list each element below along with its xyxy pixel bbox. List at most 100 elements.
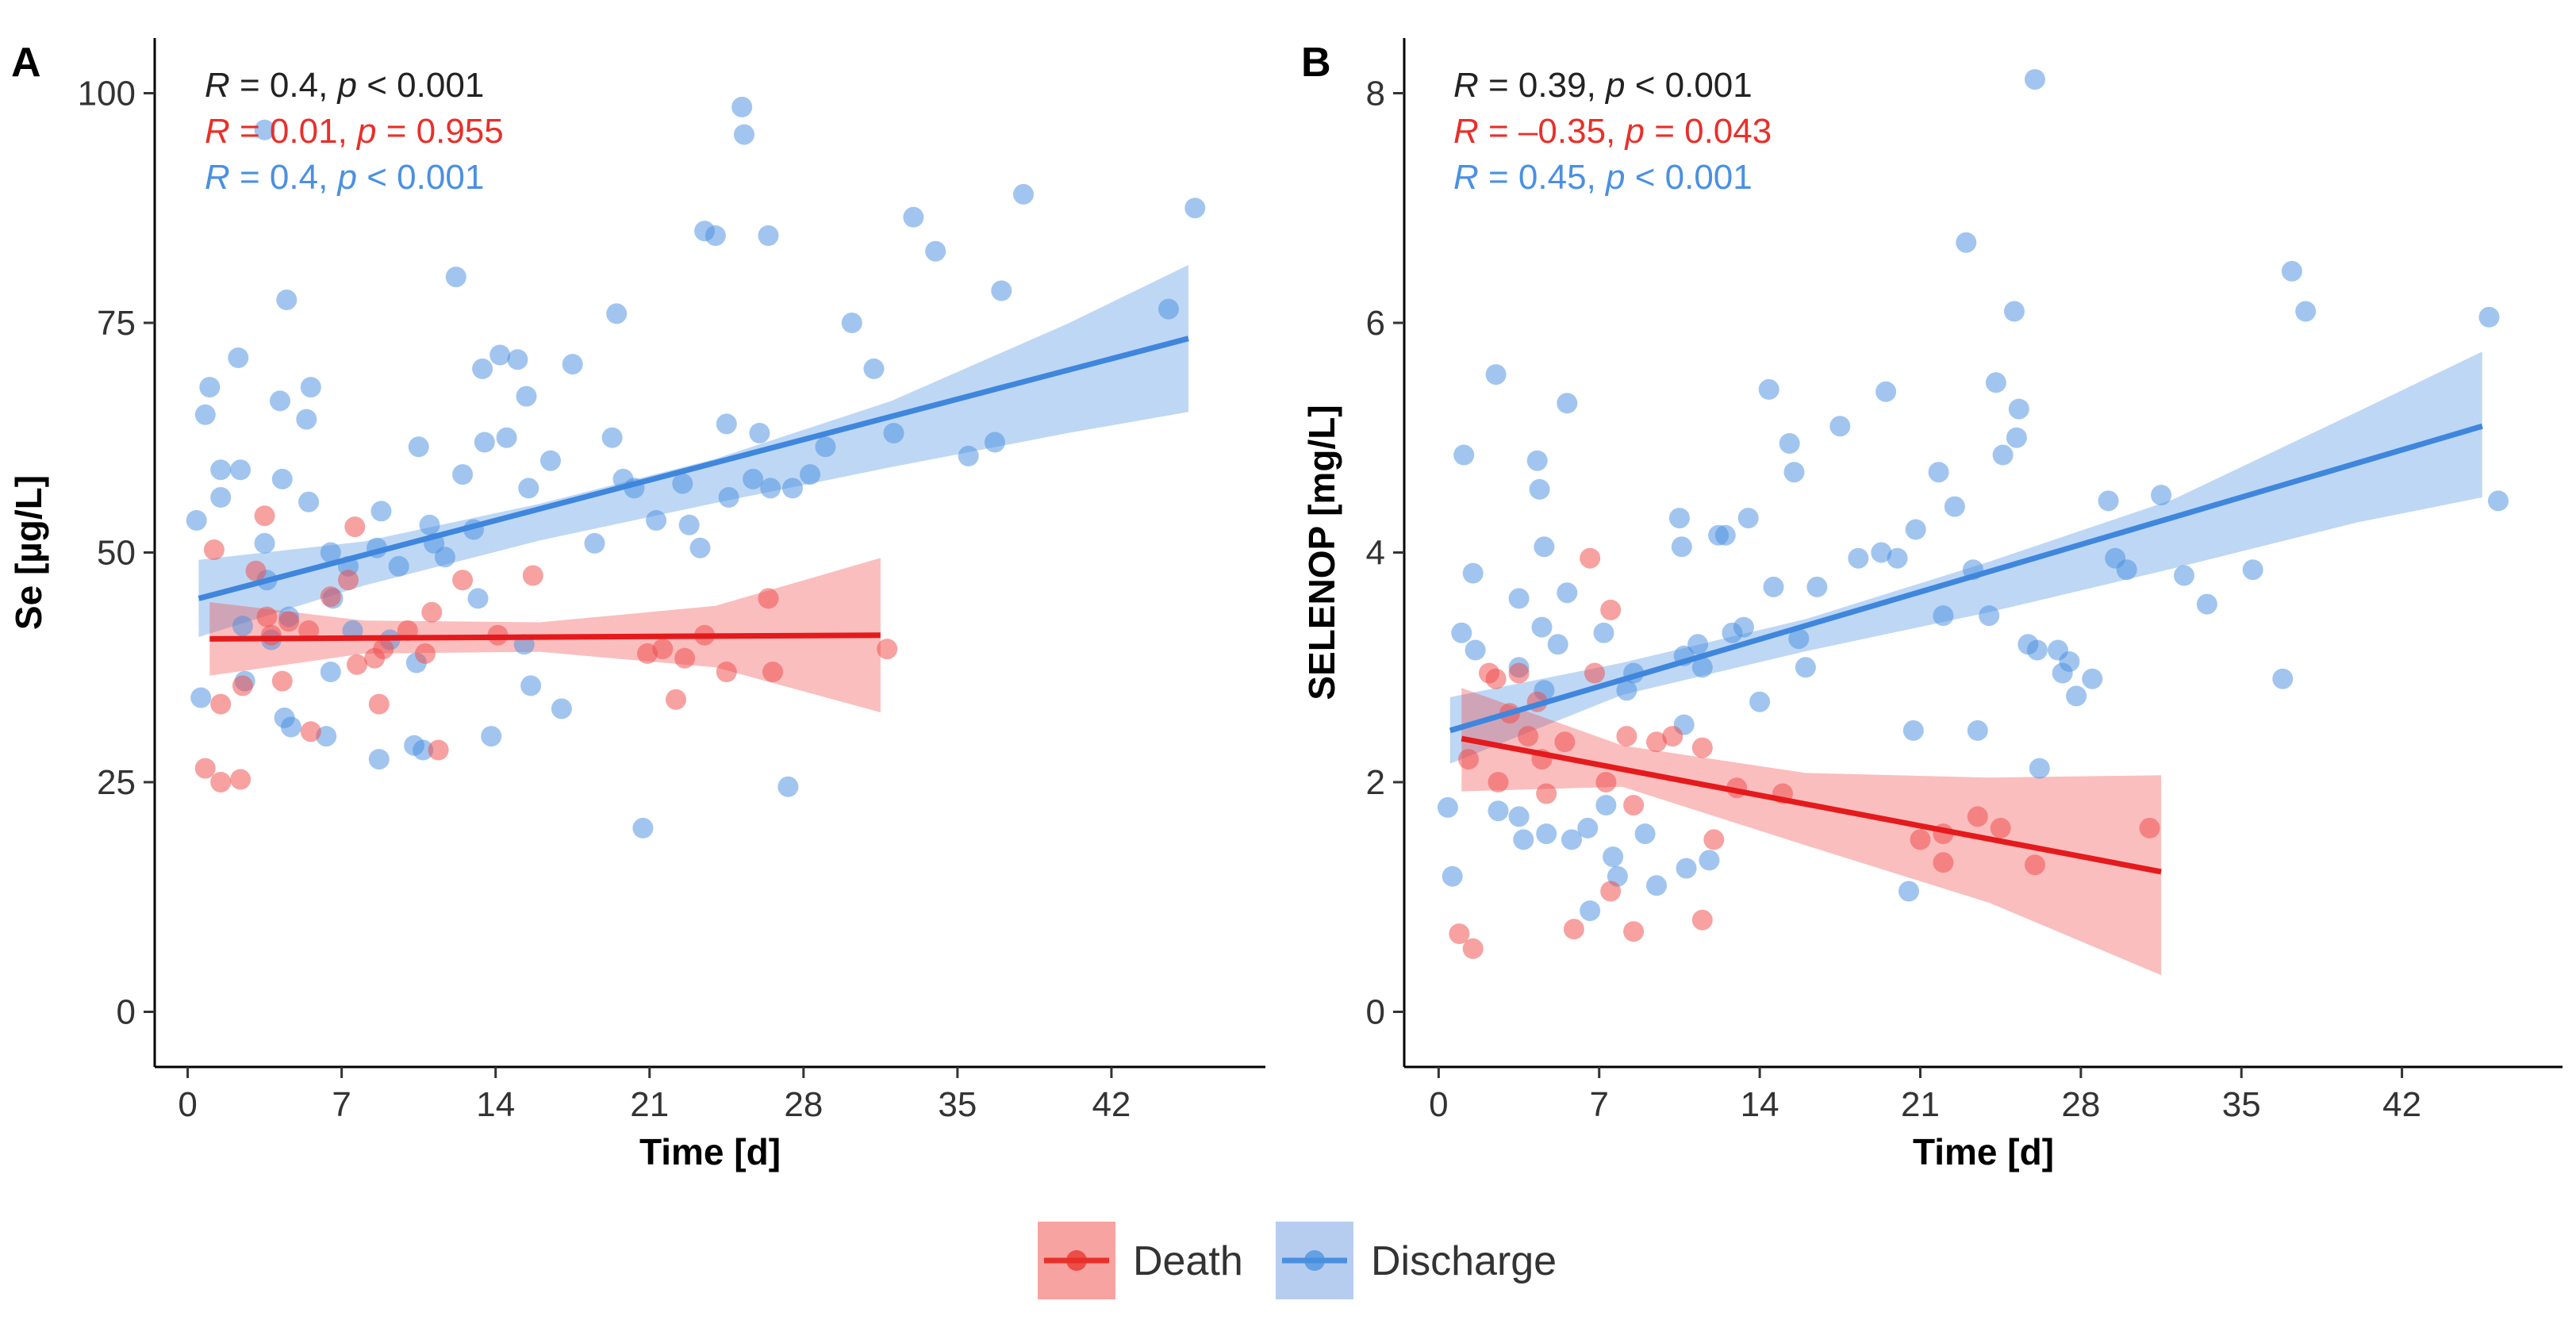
panel-a-death-point-35 [762,662,783,682]
panel-a-discharge-point-0 [186,510,207,531]
panel-b-discharge-point-61 [1928,462,1949,483]
panel-a-discharge-point-92 [1184,198,1206,219]
panel-b-discharge-regression-line [1449,423,2483,734]
panel-b-death-point-17 [1600,599,1622,620]
panel-a-death-point-27 [522,565,543,586]
panel-b-letter: B [1301,40,1331,86]
panel-b-discharge-point-46 [1758,378,1779,400]
panel-b-stat-annotation-1: R = –0.35, p = 0.043 [1453,112,1772,151]
panel-a-death-point-24 [428,739,449,761]
panel-a-discharge-point-4 [210,459,232,481]
panel-b-death-point-21 [1623,921,1645,942]
panel-b-discharge-point-71 [2006,427,2027,448]
panel-b-discharge-point-15 [1534,536,1555,558]
panel-b-discharge-point-8 [1508,588,1530,609]
panel-b-discharge-point-66 [1967,719,1988,741]
panel-b-x-tick-label-7: 7 [1590,1085,1609,1124]
panel-a-discharge-point-2 [194,404,216,425]
panel-a-discharge-point-45 [472,358,493,379]
panel-a-discharge-point-90 [1013,183,1034,205]
panel-b-stat-annotation-0: R = 0.39, p < 0.001 [1453,66,1753,105]
panel-b-discharge-point-75 [2026,639,2048,661]
panel-a-discharge-point-20 [296,409,317,430]
panel-b-discharge-point-18 [1547,634,1568,655]
panel-b-discharge-point-37 [1687,634,1709,655]
panel-a-death-point-7 [254,505,275,527]
panel-b-x-tick-label-21: 21 [1901,1085,1940,1124]
panel-b-death-point-5 [1488,772,1509,792]
panel-b-discharge-point-76 [2029,758,2050,779]
panel-a-discharge-point-8 [232,616,253,637]
panel-a-death-point-6 [245,560,267,581]
panel-b-discharge-point-45 [1749,691,1771,712]
panel-a-discharge-point-49 [496,427,517,448]
panel-b-death-point-11 [1536,783,1557,804]
panel-b-y-tick-label-8: 8 [1366,74,1385,113]
panel-a-discharge-point-83 [863,358,885,379]
panel-b-death-point-33 [1990,817,2011,838]
panel-a-discharge-point-78 [777,776,799,797]
panel-a-discharge-point-55 [540,450,561,471]
panel-b-discharge-point-48 [1779,433,1800,454]
panel-a-x-axis-title: Time [d] [639,1131,781,1172]
panel-b-y-tick-label-2: 2 [1366,763,1385,802]
panel-a-discharge-point-59 [601,427,623,448]
panel-b-discharge-point-28 [1616,680,1637,701]
panel-b-discharge-point-85 [2151,485,2172,506]
panel-a-discharge-point-76 [758,225,779,246]
panel-a-death-point-36 [877,639,898,660]
panel-b-discharge-point-38 [1691,657,1713,678]
panel-b-x-tick-label-14: 14 [1741,1085,1779,1124]
panel-b-discharge-point-63 [1944,496,1965,517]
legend-label-discharge: Discharge [1371,1238,1557,1284]
panel-b-discharge-point-74 [2025,69,2045,90]
panel-b-death-point-16 [1595,772,1617,792]
panel-b-death-point-15 [1584,662,1605,684]
panel-a-stat-annotation-1: R = 0.01, p = 0.955 [205,112,504,151]
panel-a-discharge-point-48 [489,344,511,366]
panel-b-discharge-point-88 [2242,559,2263,581]
panel-b-discharge-point-3 [1453,444,1475,466]
panel-a-discharge-point-88 [985,432,1005,453]
panel-a-death-point-4 [230,769,251,790]
panel-a-discharge-point-66 [678,514,700,535]
panel-a-discharge-point-19 [280,716,301,738]
panel-a-x-tick-label-35: 35 [938,1085,977,1124]
panel-b-death-point-29 [1910,829,1931,850]
panel-b-stat-annotation-2: R = 0.45, p < 0.001 [1453,158,1753,197]
panel-a-death-point-11 [278,611,300,632]
panel-a-x-tick-label-28: 28 [784,1085,823,1124]
panel-b-death-point-13 [1563,919,1584,940]
panel-b-discharge-point-72 [2008,398,2029,420]
panel-a-discharge-point-80 [800,464,821,485]
panel-a-discharge-point-84 [883,423,904,443]
panel-a-death-point-14 [320,586,341,608]
panel-a-discharge-point-15 [271,468,293,489]
panel-b-death-point-20 [1623,795,1645,815]
panel-b-discharge-point-68 [1985,372,2006,393]
panel-a-discharge-point-69 [704,225,726,246]
panel-b-x-tick-label-35: 35 [2222,1085,2261,1124]
panel-a-discharge-point-46 [474,432,495,453]
panel-a-discharge-point-10 [254,119,275,140]
panel-b-discharge-point-41 [1714,524,1736,546]
panel-a-x-tick-label-14: 14 [476,1085,515,1124]
panel-a-death-point-13 [300,721,321,742]
panel-a-y-axis-title: Se [µg/L] [8,475,49,630]
panel-b-discharge-point-44 [1737,508,1759,529]
panel-b-discharge-point-31 [1646,875,1667,896]
panel-b-discharge-point-2 [1451,622,1472,643]
panel-b-discharge-point-90 [2281,260,2302,282]
panel-b-death-point-26 [1703,829,1725,850]
panel-b-discharge-point-19 [1557,393,1578,414]
panel-b-discharge-point-59 [1902,719,1924,741]
panel-a-discharge-point-44 [467,588,489,609]
panel-a-discharge-point-11 [254,532,275,554]
panel-a-y-tick-label-50: 50 [97,534,136,573]
panel-b-y-tick-label-6: 6 [1366,304,1385,343]
panel-b-death-point-7 [1508,662,1530,684]
panel-b-discharge-point-69 [1992,444,2014,466]
panel-a-discharge-point-57 [562,354,583,375]
panel-a-discharge-point-75 [749,423,770,443]
